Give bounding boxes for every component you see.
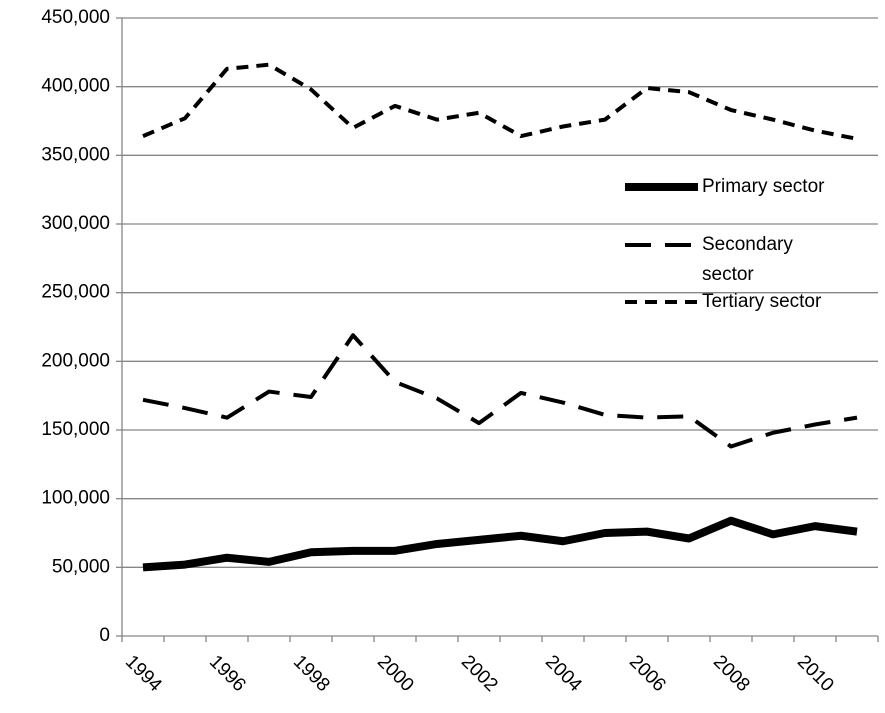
x-tick-label: 2004 xyxy=(541,651,586,696)
x-tick-label: 1994 xyxy=(121,651,166,696)
y-tick-label: 0 xyxy=(99,625,110,646)
x-tick-label: 2008 xyxy=(709,651,754,696)
legend-label: Secondary sector xyxy=(702,234,793,285)
y-tick-label: 300,000 xyxy=(41,213,110,234)
series-line xyxy=(142,62,858,141)
y-tick-label: 400,000 xyxy=(41,76,110,97)
legend-label: Primary sector xyxy=(702,176,825,197)
legend-label: Tertiary sector xyxy=(702,291,822,312)
y-tick-label: 50,000 xyxy=(52,556,110,577)
y-tick-label: 200,000 xyxy=(41,350,110,371)
y-tick-label: 150,000 xyxy=(41,419,110,440)
series-line xyxy=(142,333,858,449)
x-tick-label: 2006 xyxy=(625,651,670,696)
x-tick-label: 1996 xyxy=(205,651,250,696)
series-line xyxy=(142,516,858,572)
y-tick-label: 450,000 xyxy=(41,7,110,28)
y-tick-label: 350,000 xyxy=(41,144,110,165)
y-tick-label: 100,000 xyxy=(41,488,110,509)
y-tick-label: 250,000 xyxy=(41,282,110,303)
x-tick-label: 2002 xyxy=(457,651,502,696)
x-tick-label: 1998 xyxy=(289,651,334,696)
x-tick-label: 2000 xyxy=(373,651,418,696)
x-tick-label: 2010 xyxy=(793,651,838,696)
